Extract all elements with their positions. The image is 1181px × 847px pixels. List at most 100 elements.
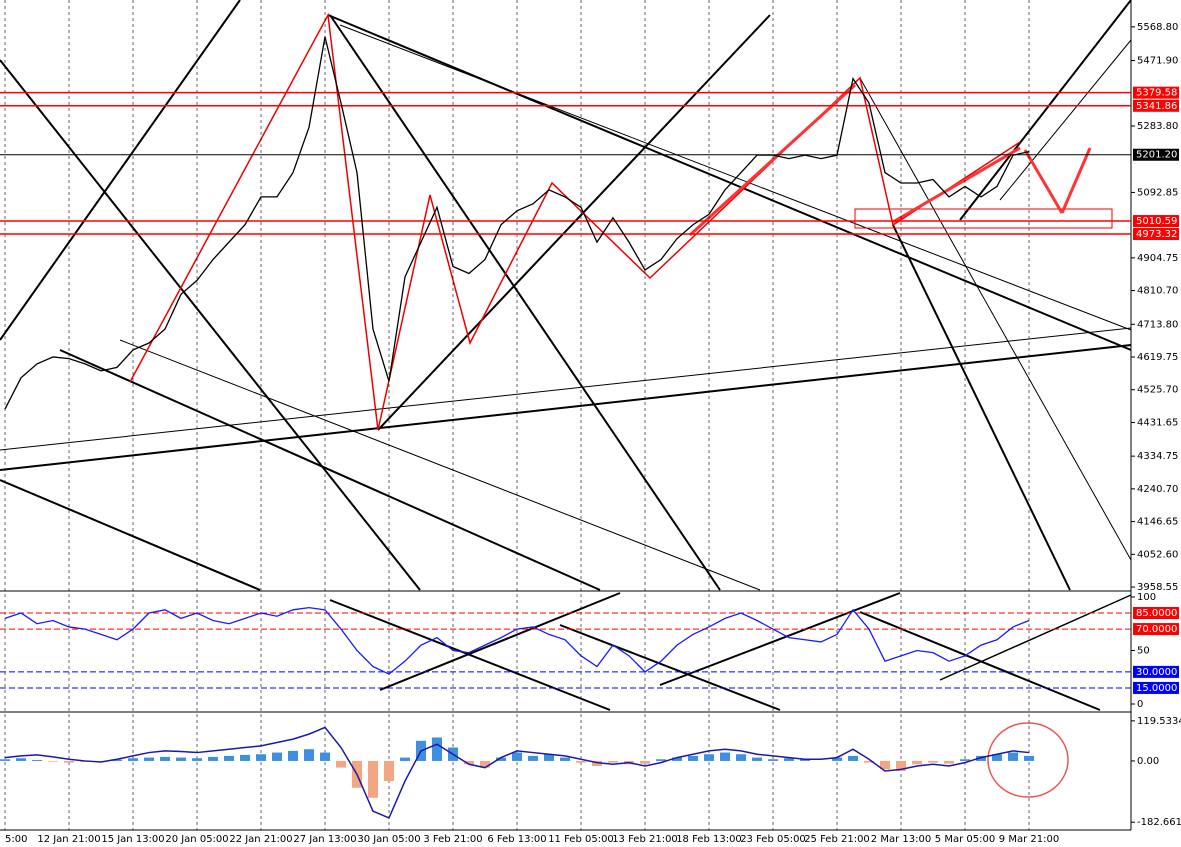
histogram-bar <box>608 760 618 763</box>
histogram-bar <box>688 755 698 761</box>
x-tick-label: 12 Jan 21:00 <box>37 834 100 845</box>
x-tick-label: 18 Feb 13:00 <box>676 834 742 845</box>
histogram-bar <box>592 760 602 766</box>
histogram-bar <box>704 754 714 761</box>
level-label: 85.0000 <box>1136 608 1177 619</box>
histogram-bar <box>944 760 954 764</box>
level-label-bg <box>1133 665 1179 678</box>
x-tick-label: 27 Jan 13:00 <box>293 834 356 845</box>
histogram-bar <box>720 752 730 761</box>
histogram-bar <box>656 759 666 761</box>
trend-lines <box>0 0 1132 711</box>
level-label-bg <box>1133 86 1179 99</box>
data-line <box>4 726 1030 819</box>
x-tick-label: 6 Feb 13:00 <box>487 834 546 845</box>
y-tick-label: -182.6615 <box>1137 817 1181 828</box>
level-label-bg <box>1133 228 1179 241</box>
histogram-bar <box>464 760 474 765</box>
x-tick-label: 5 Mar 05:00 <box>935 834 995 845</box>
x-tick-label: 25 Feb 21:00 <box>804 834 870 845</box>
y-tick-label: 4431.65 <box>1137 417 1178 428</box>
level-label: 70.0000 <box>1136 624 1177 635</box>
histogram-bar <box>880 760 890 770</box>
x-tick-label: 23 Feb 05:00 <box>740 834 806 845</box>
data-line <box>4 36 1030 410</box>
level-label-bg <box>1133 623 1179 636</box>
x-tick-label: 5:00 <box>5 834 27 845</box>
level-label-bg <box>1133 215 1179 228</box>
y-tick-label: 119.5334 <box>1137 716 1181 727</box>
histogram-bar <box>768 759 778 761</box>
level-label-bg <box>1133 99 1179 112</box>
x-tick-label: 9 Mar 21:00 <box>999 834 1059 845</box>
histogram-bar <box>992 754 1002 761</box>
histogram-bar <box>240 754 250 761</box>
histogram-bar <box>144 757 154 761</box>
y-tick-label: 4334.75 <box>1137 451 1178 462</box>
histogram-bar <box>64 760 74 763</box>
level-label: 4973.32 <box>1136 229 1177 240</box>
y-tick-label: 4240.70 <box>1137 484 1178 495</box>
histogram-bar <box>384 760 394 782</box>
y-tick-label: 5092.85 <box>1137 187 1178 198</box>
y-tick-label: 4052.60 <box>1137 549 1178 560</box>
histogram-bar <box>512 752 522 761</box>
histogram-bar <box>800 759 810 761</box>
x-tick-label: 3 Feb 21:00 <box>423 834 482 845</box>
histogram-bar <box>112 759 122 761</box>
data-line <box>4 607 1030 675</box>
level-label: 15.0000 <box>1136 683 1177 694</box>
histogram-bar <box>272 752 282 761</box>
histogram-bar <box>784 758 794 761</box>
histogram-bar <box>304 749 314 761</box>
histogram-bar <box>128 758 138 761</box>
x-tick-label: 11 Feb 05:00 <box>548 834 614 845</box>
histogram-bar <box>848 755 858 761</box>
histogram-bar <box>544 754 554 761</box>
histogram-bar <box>432 737 442 761</box>
histogram-bar <box>528 755 538 761</box>
x-tick-label: 22 Jan 21:00 <box>229 834 292 845</box>
y-tick-label: 100 <box>1137 592 1156 603</box>
histogram-bar <box>320 752 330 761</box>
histogram-bar <box>336 760 346 768</box>
histogram-bar <box>864 760 874 763</box>
histogram-bar <box>32 759 42 761</box>
y-tick-label: 4713.80 <box>1137 319 1178 330</box>
histogram-bar <box>288 750 298 761</box>
histogram-bar <box>400 757 410 761</box>
histogram-bar <box>672 757 682 761</box>
histogram-bar <box>736 754 746 761</box>
histogram-bar <box>256 754 266 761</box>
x-tick-label: 15 Jan 13:00 <box>101 834 164 845</box>
x-tick-label: 2 Mar 13:00 <box>871 834 931 845</box>
histogram-bar <box>192 758 202 761</box>
level-label: 5379.58 <box>1136 88 1177 99</box>
histogram-bar <box>752 757 762 761</box>
histogram-bar <box>160 756 170 761</box>
y-tick-label: 4810.70 <box>1137 286 1178 297</box>
histogram-bar <box>640 760 650 764</box>
level-label: 5010.59 <box>1136 216 1177 227</box>
level-label: 5341.86 <box>1136 101 1177 112</box>
y-tick-label: 4904.75 <box>1137 253 1178 264</box>
histogram-bar <box>368 760 378 798</box>
histogram-bar <box>176 757 186 761</box>
y-tick-label: 0.00 <box>1137 756 1159 767</box>
histogram-bar <box>224 755 234 761</box>
y-tick-label: 5283.80 <box>1137 121 1178 132</box>
histogram-bar <box>1024 755 1034 761</box>
histogram-bar <box>16 758 26 761</box>
histogram-bar <box>960 759 970 761</box>
y-tick-label: 5568.80 <box>1137 22 1178 33</box>
level-label: 5201.20 <box>1136 150 1177 161</box>
histogram-bar <box>832 757 842 761</box>
histogram-bar <box>576 760 586 763</box>
red-zigzag <box>129 12 1113 798</box>
level-label-bg <box>1133 607 1179 620</box>
histogram-bar <box>208 756 218 761</box>
level-label: 30.0000 <box>1136 667 1177 678</box>
y-tick-label: 4146.65 <box>1137 517 1178 528</box>
